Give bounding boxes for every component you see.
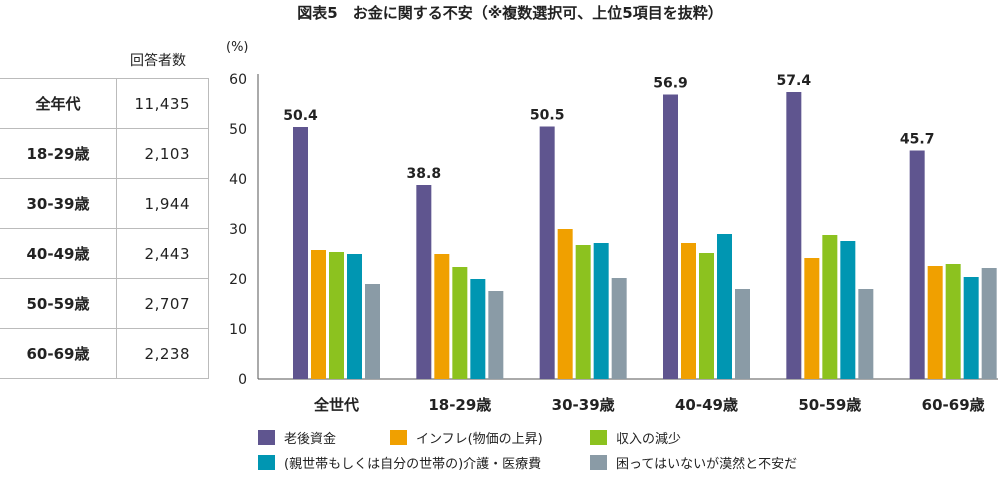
y-tick-label: 60 — [229, 72, 247, 88]
table-row: 50-59歳 2,707 — [0, 278, 209, 329]
respondents-table: 全年代 11,435 18-29歳 2,103 30-39歳 1,944 40-49歳 2,4… — [0, 78, 209, 379]
row-value: 1,944 — [116, 178, 209, 229]
bar-1-4 — [804, 258, 820, 379]
data-label: 57.4 — [777, 73, 812, 89]
bar-2-1 — [452, 267, 468, 379]
bar-0-5 — [909, 150, 925, 379]
bar-2-4 — [822, 235, 838, 379]
y-axis-unit: (%) — [226, 40, 249, 55]
legend-item: インフレ(物価の上昇) — [390, 428, 543, 447]
bar-1-1 — [434, 254, 450, 379]
bar-1-0 — [311, 250, 326, 379]
bar-3-5 — [963, 277, 979, 379]
legend-swatch — [590, 455, 607, 470]
bar-0-4 — [786, 92, 802, 379]
bar-4-2 — [611, 278, 627, 379]
table-header: 回答者数 — [130, 53, 186, 69]
legend-label: (親世帯もしくは自分の世帯の)介護・医療費 — [284, 457, 542, 472]
bar-2-0 — [329, 252, 344, 379]
chart-title: 図表5 お金に関する不安（※複数選択可、上位5項目を抜粋） — [297, 4, 723, 22]
y-tick-label: 50 — [229, 122, 247, 138]
table-row: 60-69歳 2,238 — [0, 328, 209, 379]
table-row: 30-39歳 1,944 — [0, 178, 209, 229]
bar-4-5 — [981, 268, 997, 379]
x-tick-label: 18-29歳 — [428, 396, 491, 414]
bar-0-0 — [293, 127, 308, 379]
table-row: 全年代 11,435 — [0, 78, 209, 129]
bar-0-2 — [539, 126, 555, 379]
legend-label: 収入の減少 — [616, 432, 682, 447]
bar-1-5 — [927, 266, 943, 379]
legend-item: 収入の減少 — [590, 428, 681, 447]
row-value: 2,707 — [116, 278, 209, 329]
y-tick-label: 30 — [229, 222, 247, 238]
data-label: 50.4 — [283, 108, 318, 124]
y-tick-label: 0 — [238, 372, 247, 388]
bar-3-1 — [470, 279, 486, 379]
row-label: 60-69歳 — [0, 328, 117, 379]
x-tick-label: 50-59歳 — [798, 396, 861, 414]
legend-swatch — [390, 430, 407, 445]
bar-1-2 — [557, 229, 573, 379]
bar-2-3 — [699, 253, 714, 379]
table-row: 18-29歳 2,103 — [0, 128, 209, 179]
legend-label: インフレ(物価の上昇) — [416, 432, 543, 447]
bar-0-3 — [663, 94, 678, 379]
x-tick-label: 40-49歳 — [675, 396, 738, 414]
bar-1-3 — [681, 243, 696, 379]
data-label: 45.7 — [900, 132, 935, 148]
bar-4-3 — [735, 289, 750, 379]
bar-0-1 — [416, 185, 432, 379]
x-tick-label: 30-39歳 — [552, 396, 615, 414]
y-tick-label: 20 — [229, 272, 247, 288]
y-tick-label: 40 — [229, 172, 247, 188]
row-value: 11,435 — [116, 78, 209, 129]
bar-2-2 — [575, 245, 591, 379]
data-label: 56.9 — [653, 76, 688, 92]
legend-item: 困ってはいないが漠然と不安だ — [590, 453, 797, 472]
bar-3-0 — [347, 254, 362, 379]
row-label: 18-29歳 — [0, 128, 117, 179]
y-tick-label: 10 — [229, 322, 247, 338]
row-value: 2,238 — [116, 328, 209, 379]
bar-4-4 — [858, 289, 874, 379]
bar-2-5 — [945, 264, 961, 379]
row-value: 2,103 — [116, 128, 209, 179]
legend-label: 困ってはいないが漠然と不安だ — [616, 457, 798, 472]
bar-4-1 — [488, 291, 504, 379]
legend-swatch — [258, 430, 275, 445]
x-tick-label: 60-69歳 — [922, 396, 985, 414]
legend-item: (親世帯もしくは自分の世帯の)介護・医療費 — [258, 453, 541, 472]
legend-item: 老後資金 — [258, 428, 336, 447]
bar-3-2 — [593, 243, 609, 379]
data-label: 50.5 — [530, 108, 565, 124]
legend-swatch — [590, 430, 607, 445]
x-tick-label: 全世代 — [313, 396, 359, 414]
bar-3-4 — [840, 241, 856, 379]
data-label: 38.8 — [407, 166, 442, 182]
bar-4-0 — [365, 284, 380, 379]
row-label: 30-39歳 — [0, 178, 117, 229]
bar-3-3 — [717, 234, 732, 379]
row-label: 全年代 — [0, 78, 117, 129]
legend-swatch — [258, 455, 275, 470]
legend-label: 老後資金 — [284, 432, 337, 447]
